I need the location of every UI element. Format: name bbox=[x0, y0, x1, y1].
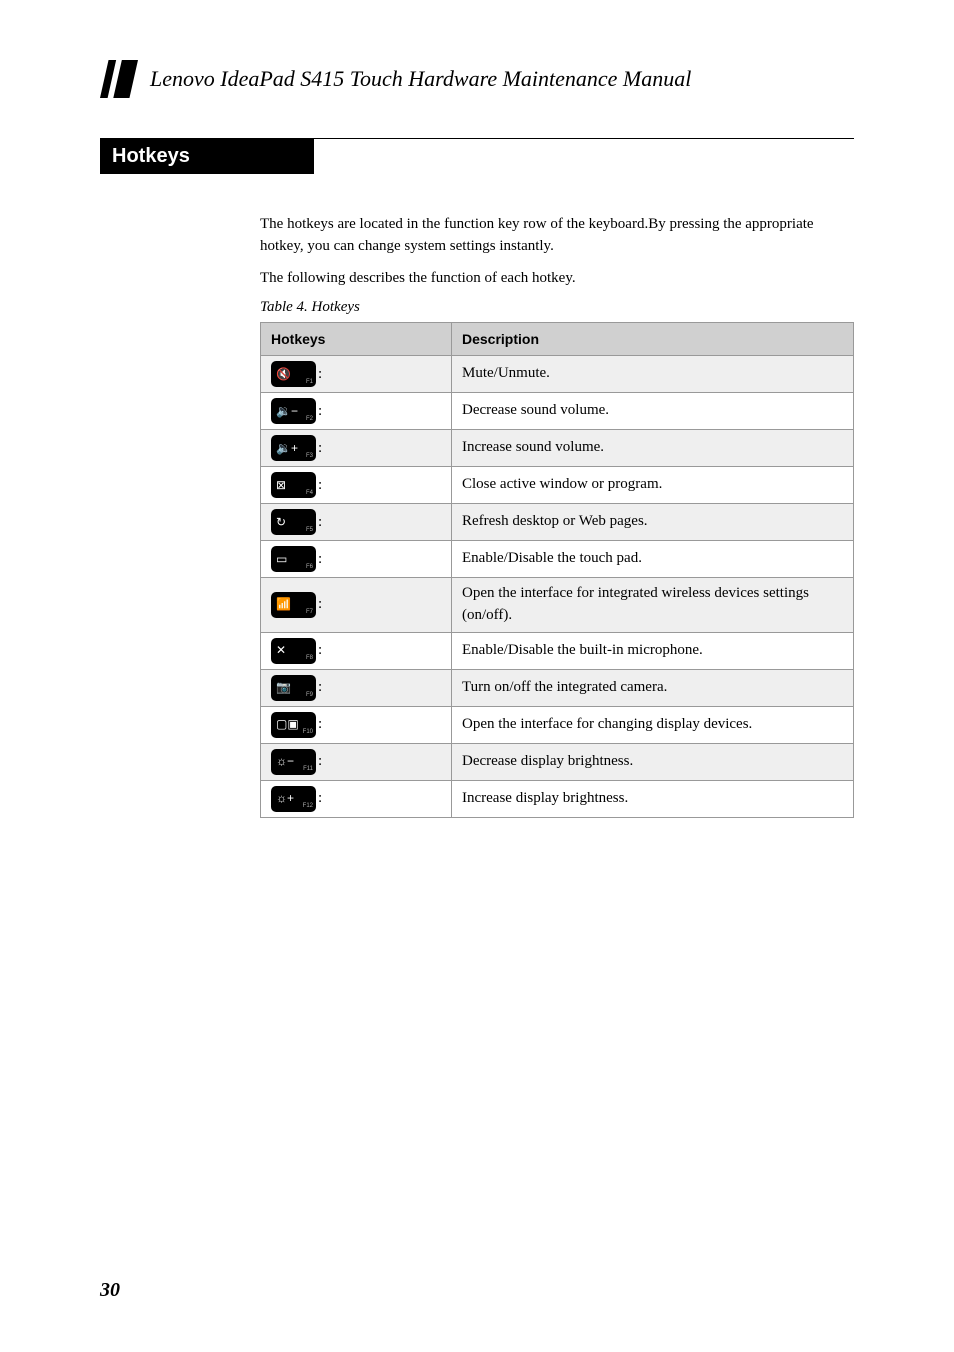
hotkey-cell: ▢▣F10: bbox=[261, 706, 452, 743]
hotkey-cell: ☼+F12: bbox=[261, 780, 452, 817]
table-row: ☼−F11:Decrease display brightness. bbox=[261, 743, 854, 780]
colon: : bbox=[318, 679, 322, 695]
table-row: 📷F9:Turn on/off the integrated camera. bbox=[261, 669, 854, 706]
table-caption: Table 4. Hotkeys bbox=[260, 297, 854, 319]
intro-paragraph-2: The following describes the function of … bbox=[260, 268, 854, 290]
fn-label: F6 bbox=[306, 563, 313, 572]
table-row: 🔇F1:Mute/Unmute. bbox=[261, 356, 854, 393]
hotkey-cell: 📶F7: bbox=[261, 578, 452, 633]
colon: : bbox=[318, 403, 322, 419]
hotkey-cell: ⊠F4: bbox=[261, 467, 452, 504]
colon: : bbox=[318, 753, 322, 769]
refresh-icon: ↻F5 bbox=[271, 509, 316, 535]
table-row: 🔉−F2:Decrease sound volume. bbox=[261, 393, 854, 430]
wireless-icon: 📶F7 bbox=[271, 592, 316, 618]
description-cell: Open the interface for integrated wirele… bbox=[452, 578, 854, 633]
display-icon: ▢▣F10 bbox=[271, 712, 316, 738]
vol-up-icon: 🔉+F3 bbox=[271, 435, 316, 461]
table-row: ☼+F12:Increase display brightness. bbox=[261, 780, 854, 817]
fn-label: F3 bbox=[306, 452, 313, 461]
description-cell: Decrease sound volume. bbox=[452, 393, 854, 430]
colon: : bbox=[318, 642, 322, 658]
bright-down-icon: ☼−F11 bbox=[271, 749, 316, 775]
fn-label: F4 bbox=[306, 489, 313, 498]
bright-up-icon: ☼+F12 bbox=[271, 786, 316, 812]
page-number: 30 bbox=[100, 1279, 120, 1302]
section-title: Hotkeys bbox=[100, 139, 314, 174]
table-row: ▭F6:Enable/Disable the touch pad. bbox=[261, 541, 854, 578]
colon: : bbox=[318, 551, 322, 567]
description-cell: Mute/Unmute. bbox=[452, 356, 854, 393]
fn-label: F8 bbox=[306, 654, 313, 663]
table-row: 🔉+F3:Increase sound volume. bbox=[261, 430, 854, 467]
mic-off-icon: ✕F8 bbox=[271, 638, 316, 664]
lenovo-slash-icon bbox=[100, 60, 138, 98]
mute-icon: 🔇F1 bbox=[271, 361, 316, 387]
table-row: ▢▣F10:Open the interface for changing di… bbox=[261, 706, 854, 743]
hotkey-cell: 🔉−F2: bbox=[261, 393, 452, 430]
col-header-hotkeys: Hotkeys bbox=[261, 323, 452, 356]
description-cell: Turn on/off the integrated camera. bbox=[452, 669, 854, 706]
fn-label: F10 bbox=[303, 728, 313, 737]
body-content: The hotkeys are located in the function … bbox=[260, 214, 854, 818]
hotkey-cell: ☼−F11: bbox=[261, 743, 452, 780]
close-icon: ⊠F4 bbox=[271, 472, 316, 498]
fn-label: F5 bbox=[306, 526, 313, 535]
table-row: ↻F5:Refresh desktop or Web pages. bbox=[261, 504, 854, 541]
fn-label: F9 bbox=[306, 691, 313, 700]
vol-down-icon: 🔉−F2 bbox=[271, 398, 316, 424]
manual-title: Lenovo IdeaPad S415 Touch Hardware Maint… bbox=[150, 66, 691, 92]
description-cell: Enable/Disable the touch pad. bbox=[452, 541, 854, 578]
description-cell: Refresh desktop or Web pages. bbox=[452, 504, 854, 541]
hotkey-cell: 🔇F1: bbox=[261, 356, 452, 393]
page-header: Lenovo IdeaPad S415 Touch Hardware Maint… bbox=[100, 60, 854, 98]
description-cell: Close active window or program. bbox=[452, 467, 854, 504]
hotkeys-table: Hotkeys Description 🔇F1:Mute/Unmute.🔉−F2… bbox=[260, 322, 854, 818]
col-header-description: Description bbox=[452, 323, 854, 356]
colon: : bbox=[318, 716, 322, 732]
section-heading-bar: Hotkeys bbox=[100, 138, 854, 174]
description-cell: Enable/Disable the built-in microphone. bbox=[452, 632, 854, 669]
fn-label: F11 bbox=[303, 765, 313, 774]
hotkey-cell: ✕F8: bbox=[261, 632, 452, 669]
hotkey-cell: 📷F9: bbox=[261, 669, 452, 706]
colon: : bbox=[318, 596, 322, 612]
colon: : bbox=[318, 366, 322, 382]
fn-label: F2 bbox=[306, 415, 313, 424]
intro-paragraph-1: The hotkeys are located in the function … bbox=[260, 214, 854, 258]
hotkey-cell: ▭F6: bbox=[261, 541, 452, 578]
colon: : bbox=[318, 477, 322, 493]
table-row: ✕F8:Enable/Disable the built-in micropho… bbox=[261, 632, 854, 669]
colon: : bbox=[318, 790, 322, 806]
description-cell: Open the interface for changing display … bbox=[452, 706, 854, 743]
touchpad-icon: ▭F6 bbox=[271, 546, 316, 572]
colon: : bbox=[318, 440, 322, 456]
description-cell: Decrease display brightness. bbox=[452, 743, 854, 780]
colon: : bbox=[318, 514, 322, 530]
fn-label: F12 bbox=[303, 802, 313, 811]
fn-label: F7 bbox=[306, 608, 313, 617]
table-row: ⊠F4:Close active window or program. bbox=[261, 467, 854, 504]
description-cell: Increase sound volume. bbox=[452, 430, 854, 467]
hotkey-cell: ↻F5: bbox=[261, 504, 452, 541]
camera-icon: 📷F9 bbox=[271, 675, 316, 701]
description-cell: Increase display brightness. bbox=[452, 780, 854, 817]
hotkey-cell: 🔉+F3: bbox=[261, 430, 452, 467]
fn-label: F1 bbox=[306, 378, 313, 387]
table-row: 📶F7:Open the interface for integrated wi… bbox=[261, 578, 854, 633]
